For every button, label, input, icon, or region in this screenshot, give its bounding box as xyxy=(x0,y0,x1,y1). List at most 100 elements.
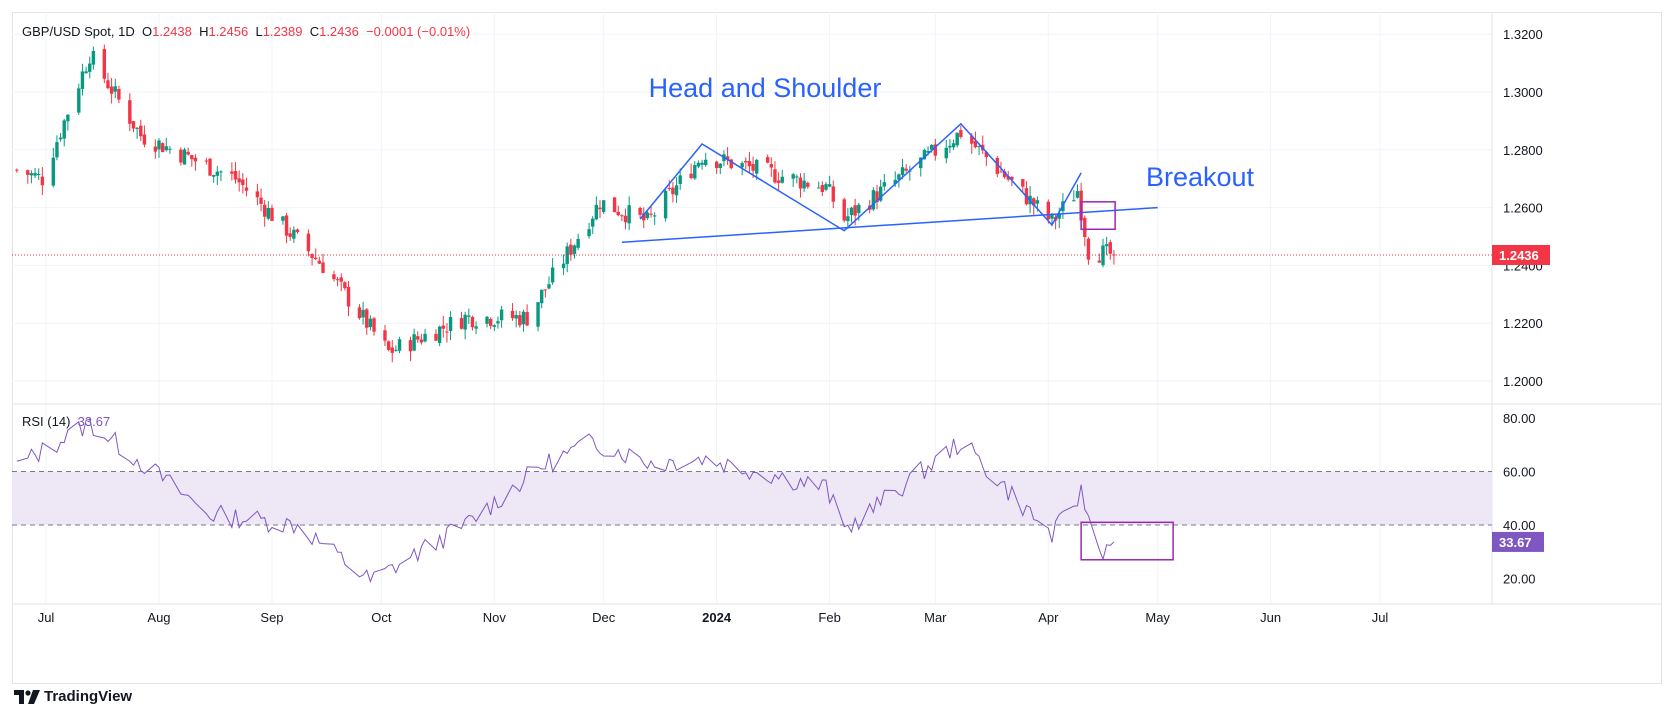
candle-body xyxy=(390,347,394,353)
candle-body xyxy=(88,63,92,72)
candle-body xyxy=(332,274,336,280)
candle-body xyxy=(594,204,599,220)
candle-body xyxy=(448,316,453,331)
candle-body xyxy=(999,171,1003,173)
candle-body xyxy=(58,137,63,140)
candle-body xyxy=(262,204,267,217)
candle-body xyxy=(361,309,365,318)
candle-body xyxy=(816,187,821,189)
candle-body xyxy=(416,336,420,340)
candle-body xyxy=(499,309,504,321)
candle-body xyxy=(645,212,650,219)
candle-body xyxy=(102,49,107,79)
candle-body xyxy=(700,162,704,165)
candle-body xyxy=(281,216,285,221)
candle-body xyxy=(853,205,857,216)
candle-body xyxy=(1032,198,1036,206)
rsi-band xyxy=(12,471,1492,525)
candle-body xyxy=(951,143,956,148)
candle-body xyxy=(755,159,759,174)
symbol-label[interactable]: GBP/USD Spot, 1D xyxy=(22,24,135,39)
candle-body xyxy=(591,218,595,227)
time-axis-label: Feb xyxy=(818,610,840,625)
rsi-line xyxy=(16,418,1115,584)
candle-body xyxy=(1075,191,1080,198)
candle-body xyxy=(747,161,752,167)
candle-body xyxy=(973,140,978,148)
candle-body xyxy=(80,71,85,89)
candle-body xyxy=(153,146,158,152)
candle-body xyxy=(485,316,489,324)
candle-body xyxy=(846,216,850,222)
candle-body xyxy=(397,339,402,351)
price-legend: GBP/USD Spot, 1D O1.2438 H1.2456 L1.2389… xyxy=(22,24,470,39)
candle-body xyxy=(944,147,948,159)
candle-body xyxy=(343,282,347,289)
candle-body xyxy=(569,244,573,255)
time-axis-label: May xyxy=(1145,610,1170,625)
candle-body xyxy=(521,311,526,325)
candle-body xyxy=(795,176,799,178)
candle-body xyxy=(463,314,467,330)
candle-body xyxy=(368,318,373,328)
candle-body xyxy=(751,164,755,171)
candle-body xyxy=(1006,176,1010,180)
price-axis-label: 1.2000 xyxy=(1503,374,1543,389)
candle-body xyxy=(117,89,121,100)
rsi-name[interactable]: RSI (14) xyxy=(22,414,71,429)
candle-body xyxy=(1086,238,1091,260)
candle-body xyxy=(561,263,566,269)
candle-body xyxy=(849,207,854,216)
pattern-line xyxy=(639,122,1082,232)
candle-body xyxy=(725,156,730,160)
rsi-axis-label: 80.00 xyxy=(1503,411,1536,426)
candle-body xyxy=(109,86,114,94)
candle-body xyxy=(824,184,828,190)
rsi-last-label: 33.67 xyxy=(1499,535,1532,550)
candle-body xyxy=(875,191,879,203)
candle-body xyxy=(922,149,927,160)
candle-body xyxy=(601,200,606,213)
candle-body xyxy=(696,162,701,167)
candle-body xyxy=(219,171,223,173)
candle-body xyxy=(139,125,143,137)
candle-body xyxy=(929,145,934,150)
candle-body xyxy=(984,151,989,158)
candle-body xyxy=(394,349,398,351)
tradingview-logo[interactable]: TradingView xyxy=(14,688,132,705)
chart-frame[interactable] xyxy=(12,12,1662,684)
breakout-annotation: Breakout xyxy=(1146,162,1255,192)
candle-body xyxy=(270,207,274,221)
candle-body xyxy=(131,121,136,129)
candle-body xyxy=(718,163,722,168)
time-axis-label: Dec xyxy=(592,610,616,625)
time-axis-label: Jul xyxy=(1372,610,1389,625)
candle-body xyxy=(29,173,34,176)
candle-body xyxy=(51,157,55,186)
rsi-legend-value: 33.67 xyxy=(77,414,111,429)
candle-body xyxy=(995,157,999,174)
candle-body xyxy=(900,167,905,175)
candle-body xyxy=(510,310,515,319)
candle-body xyxy=(959,130,963,138)
time-axis-label: Nov xyxy=(483,610,507,625)
time-axis-label: Aug xyxy=(147,610,170,625)
candle-body xyxy=(182,149,187,165)
candle-body xyxy=(955,132,959,146)
candle-body xyxy=(926,150,930,153)
rsi-axis-label: 20.00 xyxy=(1503,572,1536,587)
candle-body xyxy=(1050,214,1054,219)
candle-body xyxy=(91,51,96,65)
high-label: H xyxy=(199,24,209,39)
candle-body xyxy=(474,326,478,329)
rsi-axis-label: 60.00 xyxy=(1503,465,1536,480)
candle-body xyxy=(135,127,139,129)
candle-body xyxy=(649,213,653,215)
candle-body xyxy=(211,175,216,177)
candle-body xyxy=(1002,171,1007,178)
price-axis-label: 1.3200 xyxy=(1503,27,1543,42)
candle-body xyxy=(190,155,194,160)
candle-body xyxy=(1104,244,1109,247)
tradingview-icon xyxy=(14,689,40,704)
